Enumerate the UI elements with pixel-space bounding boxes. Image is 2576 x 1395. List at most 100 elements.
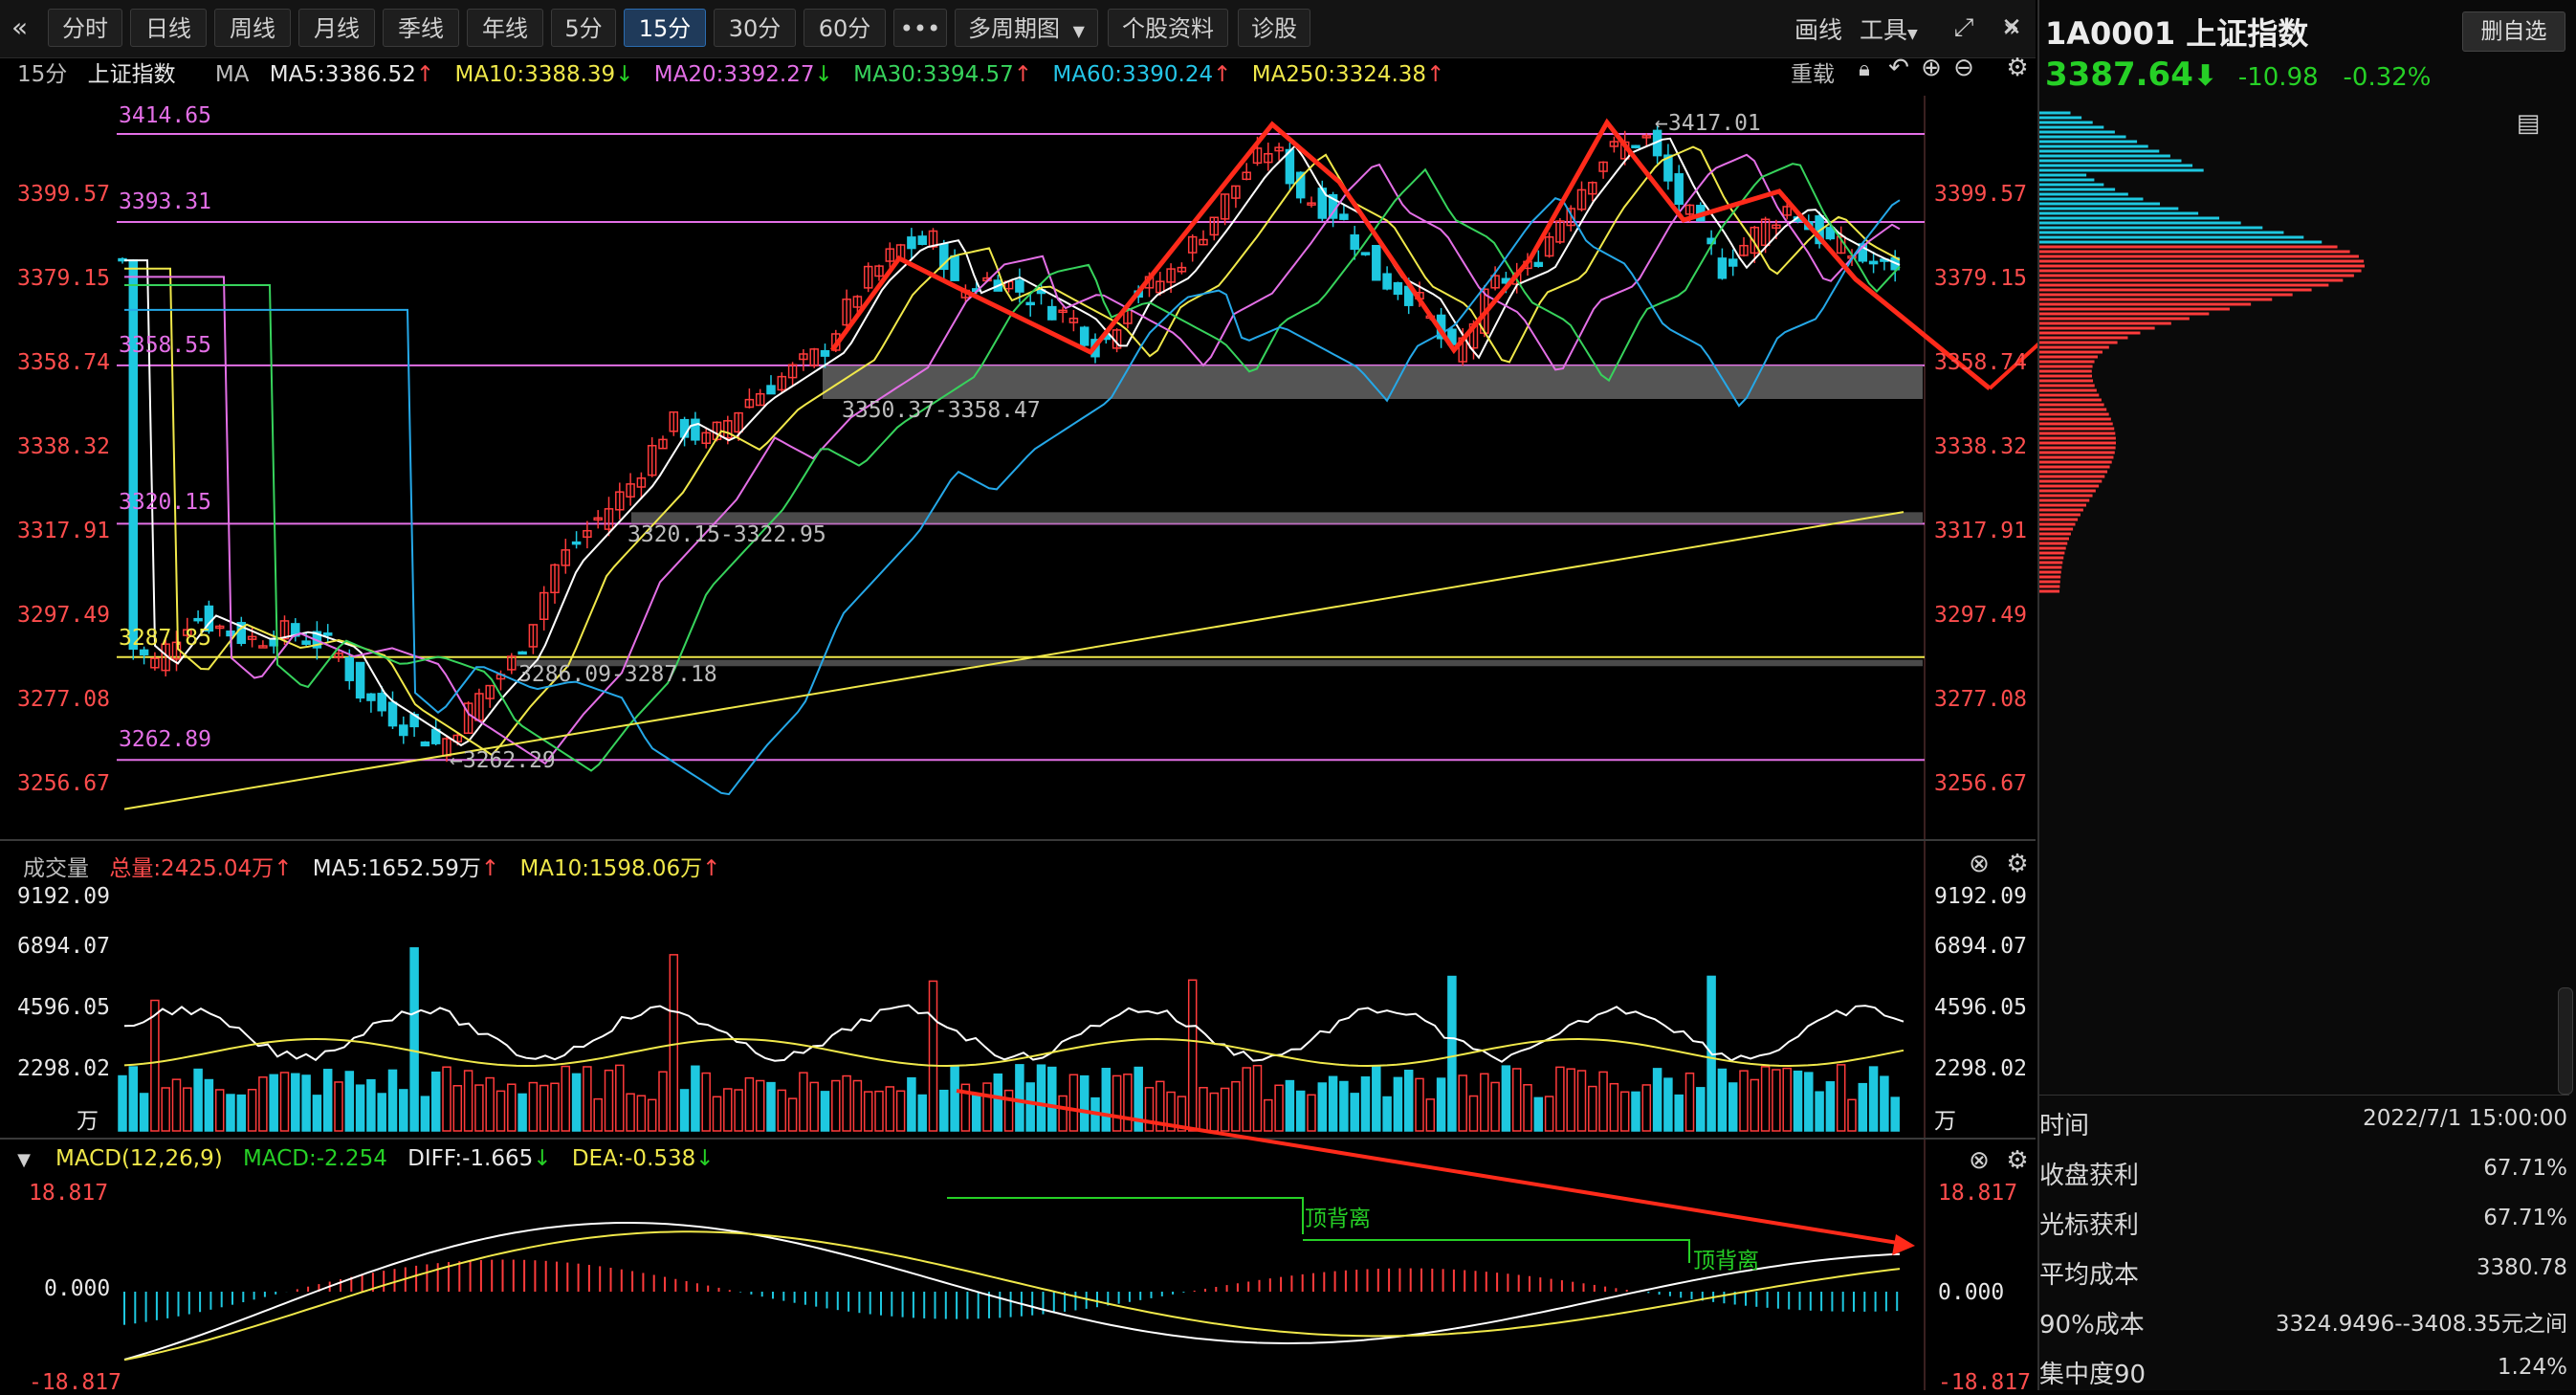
- list-icon[interactable]: ▤: [2516, 109, 2541, 138]
- reload-button[interactable]: 重载: [1791, 62, 1835, 87]
- macd-value: MACD:-2.254: [243, 1146, 387, 1171]
- candle-body: [1825, 227, 1836, 240]
- volume-bar: [669, 954, 679, 1132]
- volume-bar: [1079, 1074, 1090, 1132]
- chart-canvas[interactable]: [0, 0, 2037, 1390]
- volume-bar: [312, 1095, 322, 1132]
- lock-icon[interactable]: 🔒︎: [1859, 57, 1870, 81]
- collapse-left-icon[interactable]: «: [11, 11, 29, 43]
- candle-body: [766, 385, 776, 395]
- tools-dropdown[interactable]: 工具▼: [1860, 11, 1918, 46]
- macd-diff: DIFF:-1.665↓: [407, 1146, 552, 1171]
- volume-bar: [1209, 1092, 1220, 1132]
- volume-bar: [1285, 1079, 1295, 1132]
- candle-body: [561, 549, 571, 566]
- volume-bar: [1511, 1068, 1522, 1132]
- close-macd-icon[interactable]: ⊗: [1969, 1146, 1990, 1175]
- volume-bar: [399, 1089, 408, 1132]
- legend-period: 15分: [17, 62, 68, 87]
- multi-period-dropdown[interactable]: 多周期图 ▼: [955, 9, 1098, 47]
- volume-settings-gear-icon[interactable]: ⚙: [2006, 850, 2029, 878]
- volume-axis-right-unit: 万: [1934, 1109, 1956, 1134]
- collapse-right-icon[interactable]: »: [2003, 11, 2020, 43]
- volume-bar: [1760, 1066, 1771, 1132]
- candle-body: [1533, 261, 1544, 268]
- volume-bar: [322, 1069, 333, 1132]
- volume-bar: [1415, 1077, 1424, 1132]
- chip-info-row-close-profit: 收盘获利 67.71%: [2039, 1146, 2567, 1196]
- candle-body: [1058, 309, 1068, 314]
- candle-body: [1307, 202, 1316, 206]
- candle-body: [355, 661, 365, 699]
- volume-bar: [583, 1066, 592, 1132]
- close-volume-icon[interactable]: ⊗: [1969, 850, 1990, 878]
- draw-line-button[interactable]: 画线: [1794, 16, 1843, 44]
- gear-icon[interactable]: ⚙: [2006, 54, 2029, 82]
- period-toolbar: « 分时 日线 周线 月线 季线 年线 5分 15分 30分 60分 ••• 多…: [0, 0, 2036, 58]
- zoom-in-icon[interactable]: ⊕: [1921, 54, 1942, 82]
- chip-info-value: 67.71%: [2483, 1206, 2567, 1230]
- volume-bar: [917, 1094, 927, 1132]
- volume-bar: [1112, 1074, 1122, 1132]
- volume-bar: [1868, 1066, 1879, 1132]
- candle-body: [550, 564, 560, 594]
- chip-scrollbar[interactable]: [2558, 987, 2573, 1095]
- price-axis-right-7: 3277.08: [1934, 687, 2027, 712]
- period-tab-30min[interactable]: 30分: [714, 9, 796, 47]
- period-tab-day[interactable]: 日线: [130, 9, 207, 47]
- macd-diff-line: [123, 1222, 1901, 1361]
- volume-bar: [1825, 1081, 1836, 1132]
- volume-bar: [301, 1074, 311, 1132]
- volume-bar: [1328, 1075, 1338, 1132]
- volume-ma5: MA5:1652.59万↑: [312, 856, 500, 881]
- period-tab-quarter[interactable]: 季线: [383, 9, 459, 47]
- volume-bar: [1772, 1069, 1781, 1132]
- tools-label: 工具: [1860, 16, 1908, 44]
- chip-info-key: 收盘获利: [2039, 1162, 2140, 1190]
- period-tab-15min[interactable]: 15分: [624, 9, 706, 47]
- close-icon[interactable]: ✕: [2001, 13, 2022, 42]
- volume-bar: [1588, 1085, 1597, 1132]
- volume-ma5-value: MA5:1652.59万: [312, 856, 481, 881]
- candle-body: [1339, 213, 1349, 220]
- price-axis-left-4: 3338.32: [17, 434, 110, 459]
- volume-bar: [636, 1095, 647, 1132]
- undo-icon[interactable]: ↶: [1888, 54, 1909, 82]
- volume-bar: [1058, 1095, 1068, 1132]
- candle-body: [1382, 273, 1392, 290]
- legend-ma-label[interactable]: MA: [214, 62, 250, 87]
- volume-bar: [820, 1091, 830, 1132]
- chip-info-value: 3324.9496--3408.35元之间: [2275, 1312, 2567, 1337]
- period-tab-week[interactable]: 周线: [214, 9, 291, 47]
- volume-bar: [744, 1076, 755, 1132]
- volume-bar: [1728, 1082, 1738, 1132]
- period-tab-month[interactable]: 月线: [298, 9, 375, 47]
- collapse-chevron-icon[interactable]: ▼: [17, 1150, 31, 1170]
- volume-bar: [1652, 1068, 1662, 1132]
- down-arrow-icon: ↓: [615, 62, 634, 87]
- down-arrow-icon: ↓: [814, 62, 833, 87]
- more-periods-button[interactable]: •••: [893, 9, 947, 47]
- zoom-out-icon[interactable]: ⊖: [1953, 54, 1974, 82]
- expand-icon[interactable]: ⤢: [1953, 13, 1974, 42]
- candle-body: [183, 629, 192, 636]
- main-chart-legend: 15分 上证指数 MA MA5:3386.52↑ MA10:3388.39↓ M…: [17, 55, 1458, 88]
- diagnose-button[interactable]: 诊股: [1238, 9, 1310, 47]
- volume-bar: [1501, 1065, 1511, 1132]
- period-tab-60min[interactable]: 60分: [804, 9, 886, 47]
- volume-bar: [787, 1097, 798, 1132]
- volume-bar: [831, 1079, 841, 1132]
- volume-bar: [1242, 1067, 1251, 1132]
- period-tab-5min[interactable]: 5分: [551, 9, 616, 47]
- remove-watchlist-button[interactable]: 删自选: [2462, 11, 2565, 52]
- price-axis-left-5: 3317.91: [17, 519, 110, 543]
- candle-body: [874, 265, 884, 277]
- volume-bar: [1036, 1064, 1046, 1132]
- price-axis-left-1: 3399.57: [17, 182, 110, 207]
- period-tab-minute[interactable]: 分时: [48, 9, 122, 47]
- macd-dea: DEA:-0.538↓: [571, 1146, 715, 1171]
- stock-info-button[interactable]: 个股资料: [1108, 9, 1228, 47]
- macd-settings-gear-icon[interactable]: ⚙: [2006, 1146, 2029, 1175]
- candle-body: [247, 635, 257, 640]
- period-tab-year[interactable]: 年线: [467, 9, 543, 47]
